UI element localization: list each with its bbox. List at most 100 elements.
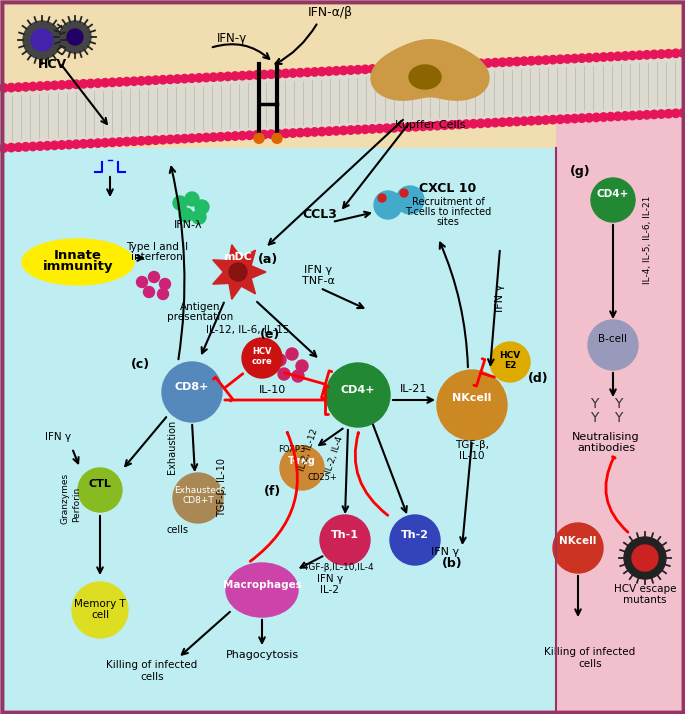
Ellipse shape: [409, 65, 441, 89]
Circle shape: [36, 82, 45, 90]
Circle shape: [7, 144, 16, 152]
Text: IFN-α/β: IFN-α/β: [308, 6, 353, 19]
Circle shape: [130, 77, 138, 86]
Circle shape: [390, 124, 398, 132]
Text: NKcell: NKcell: [452, 393, 492, 403]
Circle shape: [72, 140, 80, 149]
Circle shape: [325, 127, 334, 136]
Circle shape: [173, 196, 187, 210]
Circle shape: [143, 286, 155, 298]
Circle shape: [520, 117, 528, 126]
Text: Exhausted: Exhausted: [174, 486, 222, 495]
Text: CTL: CTL: [88, 479, 112, 489]
Text: NKcell: NKcell: [560, 536, 597, 546]
Circle shape: [31, 29, 53, 51]
Circle shape: [374, 191, 402, 219]
Circle shape: [671, 109, 680, 118]
Circle shape: [94, 79, 102, 87]
Circle shape: [192, 210, 206, 224]
Bar: [3, 148, 556, 711]
Text: Phagocytosis: Phagocytosis: [225, 650, 299, 660]
Circle shape: [274, 130, 283, 138]
Circle shape: [332, 126, 340, 135]
Circle shape: [267, 70, 275, 79]
Circle shape: [671, 49, 680, 58]
Circle shape: [286, 348, 298, 360]
Circle shape: [534, 116, 543, 125]
Circle shape: [231, 72, 239, 80]
Circle shape: [347, 126, 355, 134]
Text: IFN γ: IFN γ: [431, 547, 459, 557]
Ellipse shape: [22, 239, 134, 285]
Circle shape: [216, 73, 225, 81]
Circle shape: [636, 111, 644, 119]
Circle shape: [320, 515, 370, 565]
Circle shape: [527, 56, 536, 65]
Circle shape: [59, 21, 91, 53]
Circle shape: [238, 131, 247, 140]
Circle shape: [310, 68, 319, 76]
Circle shape: [229, 263, 247, 281]
Circle shape: [72, 582, 128, 638]
Circle shape: [621, 111, 630, 120]
Text: IL-21: IL-21: [400, 384, 427, 394]
Circle shape: [378, 194, 386, 202]
Circle shape: [599, 113, 608, 121]
Circle shape: [162, 362, 222, 422]
Circle shape: [21, 83, 30, 91]
Circle shape: [173, 473, 223, 523]
Circle shape: [353, 66, 362, 74]
Circle shape: [108, 139, 116, 146]
Circle shape: [636, 51, 644, 59]
Circle shape: [375, 64, 384, 73]
Text: IL-10: IL-10: [459, 451, 485, 461]
Text: IL-2, IL-12: IL-2, IL-12: [297, 427, 319, 472]
Circle shape: [0, 84, 8, 92]
Text: IL-12, IL-6, IL-15: IL-12, IL-6, IL-15: [206, 325, 290, 335]
Circle shape: [21, 143, 30, 151]
Circle shape: [159, 76, 167, 84]
Circle shape: [260, 71, 269, 79]
Circle shape: [7, 84, 16, 92]
Circle shape: [158, 288, 169, 299]
Circle shape: [253, 131, 261, 139]
Circle shape: [65, 141, 73, 149]
Circle shape: [397, 124, 406, 131]
Text: mDC: mDC: [223, 252, 253, 262]
Text: HCV escape: HCV escape: [614, 584, 676, 594]
FancyArrowPatch shape: [250, 433, 297, 561]
Circle shape: [145, 76, 153, 85]
Polygon shape: [371, 40, 489, 100]
Circle shape: [23, 21, 61, 59]
Circle shape: [512, 117, 521, 126]
Circle shape: [484, 59, 492, 67]
Circle shape: [101, 139, 110, 147]
Circle shape: [166, 75, 175, 84]
Circle shape: [267, 130, 275, 139]
Circle shape: [274, 354, 286, 366]
Circle shape: [679, 109, 685, 117]
Text: cell: cell: [91, 610, 109, 620]
Circle shape: [506, 58, 514, 66]
Circle shape: [195, 74, 203, 82]
Text: presentation: presentation: [167, 312, 233, 322]
Circle shape: [527, 116, 536, 125]
Text: Innate: Innate: [54, 249, 102, 262]
Circle shape: [137, 136, 145, 145]
Circle shape: [210, 133, 218, 141]
Circle shape: [339, 66, 348, 75]
Circle shape: [664, 109, 673, 118]
Circle shape: [29, 142, 37, 151]
Circle shape: [477, 119, 485, 128]
Circle shape: [542, 56, 550, 64]
Circle shape: [491, 59, 499, 67]
Circle shape: [375, 124, 384, 133]
Text: Exhaustion: Exhaustion: [167, 420, 177, 474]
Circle shape: [185, 192, 199, 206]
Text: HCV: HCV: [499, 351, 521, 360]
Circle shape: [361, 125, 369, 134]
FancyArrowPatch shape: [606, 457, 628, 532]
Circle shape: [224, 132, 232, 141]
Circle shape: [253, 71, 261, 79]
Circle shape: [353, 126, 362, 134]
